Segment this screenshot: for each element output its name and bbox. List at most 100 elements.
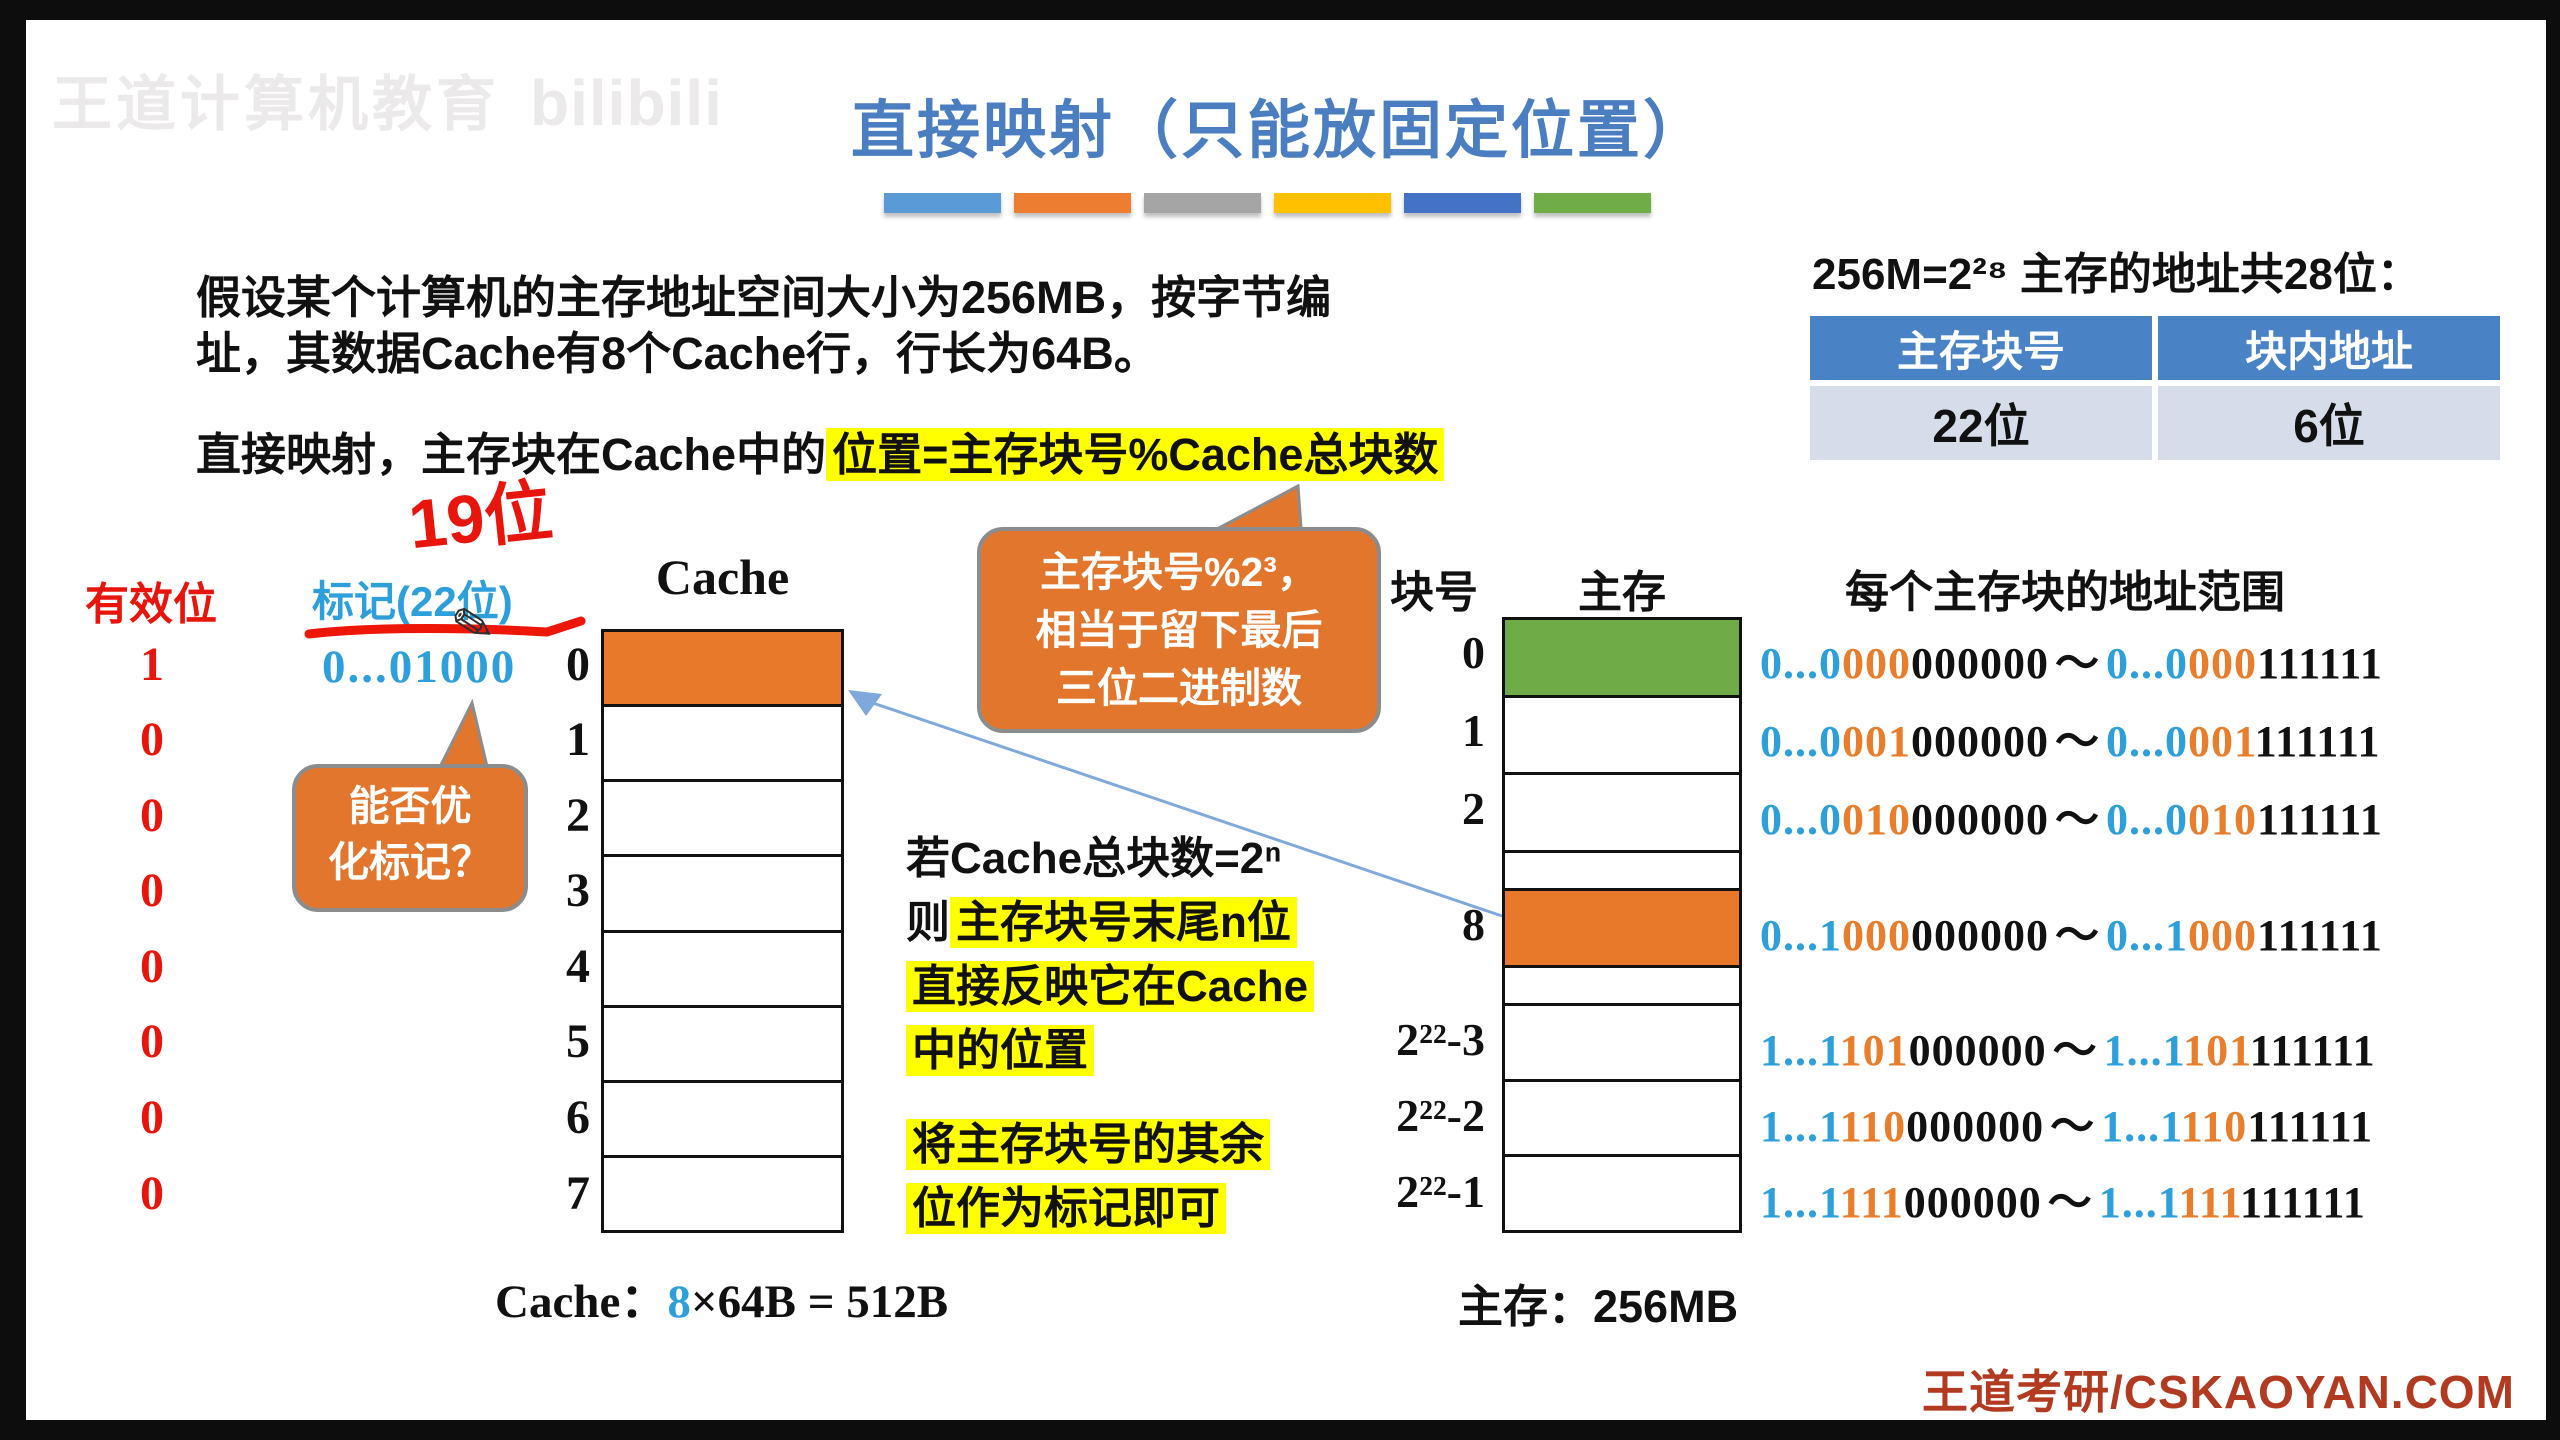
cache-row-label-1: 1	[566, 713, 590, 766]
problem-statement: 假设某个计算机的主存地址空间大小为256MB，按字节编 址，其数据Cache有8…	[196, 270, 1331, 382]
modulo-explain-bubble: 主存块号%2³， 相当于留下最后 三位二进制数	[977, 527, 1381, 733]
decor-bar-1	[1014, 193, 1131, 213]
watermark-brand: 王道计算机教育	[52, 71, 500, 138]
note-in-cache-hl: 中的位置	[906, 1025, 1094, 1076]
address-range-row-n1: 1...1111000000 ～ 1...1111111111	[1760, 1178, 2366, 1227]
block-id-n2: 2²²-2	[1396, 1090, 1485, 1141]
valid-bit-5: 0	[140, 1015, 164, 1068]
cache-row-7	[604, 1154, 841, 1230]
block-id-n1: 2²²-1	[1396, 1166, 1485, 1217]
handwritten-tag-bits-note: 19位	[405, 472, 556, 564]
decor-bar-4	[1404, 193, 1521, 213]
main-memory-table	[1502, 617, 1742, 1233]
valid-bit-4: 0	[140, 940, 164, 993]
table-value-offset-bits: 6位	[2158, 386, 2500, 460]
address-range-row-1: 0...0001000000 ～ 0...0001111111	[1760, 717, 2381, 766]
decor-bar-2	[1144, 193, 1261, 213]
brand-footer: 王道考研/CSKAOYAN.COM	[1922, 1366, 2515, 1418]
letterbox-left	[0, 0, 26, 1440]
cache-row-label-3: 3	[566, 864, 590, 917]
cache-size-caption: Cache：8×64B = 512B	[495, 1262, 948, 1331]
note-then: 则	[906, 898, 950, 947]
address-range-row-n2: 1...1110000000 ～ 1...1110111111	[1760, 1102, 2374, 1151]
mapping-rule-formula: 位置=主存块号%Cache总块数	[826, 428, 1445, 481]
page-title: 直接映射（只能放固定位置）	[851, 96, 1709, 166]
note-reflect-position: 直接反映它在Cache	[906, 950, 1315, 1014]
table-header-block-number: 主存块号	[1810, 316, 2152, 380]
note-as-tag: 位作为标记即可	[906, 1172, 1226, 1236]
cache-row-1	[604, 704, 841, 779]
mapping-rule-prefix: 直接映射，主存块在Cache中的	[196, 429, 827, 480]
address-range-row-2: 0...0010000000 ～ 0...0010111111	[1760, 795, 2383, 844]
letterbox-right	[2546, 0, 2560, 1440]
tag-value: 0...01000	[322, 641, 517, 693]
bubble1-line2: 化标记？	[328, 839, 492, 885]
memory-block-n1	[1505, 1154, 1739, 1230]
address-range-row-8: 0...1000000000 ～ 0...1000111111	[1760, 911, 2383, 960]
block-id-8: 8	[1462, 899, 1485, 950]
block-id-0: 0	[1462, 627, 1485, 678]
decor-bar-3	[1274, 193, 1391, 213]
valid-bit-3: 0	[140, 864, 164, 917]
note-tail-bits: 则主存块号末尾n位	[906, 886, 1297, 950]
note-as-tag-hl: 位作为标记即可	[906, 1183, 1226, 1234]
cache-row-label-2: 2	[566, 789, 590, 842]
cache-row-2	[604, 779, 841, 854]
block-id-n3: 2²²-3	[1396, 1014, 1485, 1065]
valid-bit-1: 0	[140, 713, 164, 766]
memory-block-n3	[1505, 1003, 1739, 1079]
note-remaining-bits: 将主存块号的其余	[906, 1108, 1270, 1172]
letterbox-bottom	[0, 1420, 2560, 1440]
memory-block-n2	[1505, 1078, 1739, 1155]
valid-bit-6: 0	[140, 1091, 164, 1144]
optimize-tag-bubble: 能否优 化标记？	[292, 764, 528, 912]
bilibili-logo: bilibili	[530, 67, 723, 139]
block-number-column-label: 块号	[1390, 568, 1478, 617]
memory-block-1	[1505, 694, 1739, 773]
block-id-2: 2	[1462, 783, 1485, 834]
decor-bar-0	[884, 193, 1001, 213]
cache-row-4	[604, 929, 841, 1005]
bubble1-line1: 能否优	[348, 783, 472, 829]
problem-line-1: 假设某个计算机的主存地址空间大小为256MB，按字节编	[196, 272, 1332, 323]
cache-line-count: 8	[667, 1276, 691, 1328]
address-range-column-label: 每个主存块的地址范围	[1845, 568, 2285, 617]
bubble2-line2: 相当于留下最后	[1035, 607, 1323, 653]
cache-table-title: Cache	[655, 549, 790, 605]
valid-bit-column-label: 有效位	[85, 580, 217, 629]
address-structure-table: 主存块号 块内地址 22位 6位	[1810, 316, 2500, 460]
valid-bit-7: 0	[140, 1167, 164, 1220]
cache-row-label-0: 0	[566, 638, 590, 691]
memory-block-2	[1505, 772, 1739, 850]
memory-block-8-mapped	[1505, 887, 1739, 966]
cache-row-6	[604, 1079, 841, 1155]
memory-block-0-mapped	[1505, 620, 1739, 695]
memory-size-caption: 主存：256MB	[1458, 1281, 1739, 1332]
note-reflect-position-hl: 直接反映它在Cache	[906, 961, 1315, 1012]
problem-line-2: 址，其数据Cache有8个Cache行，行长为64B。	[196, 328, 1159, 379]
cache-row-5	[604, 1004, 841, 1080]
cache-row-label-6: 6	[566, 1091, 590, 1144]
bubble2-line1: 主存块号%2³，	[1040, 549, 1318, 595]
table-value-block-number-bits: 22位	[1810, 386, 2152, 460]
decor-bar-5	[1534, 193, 1651, 213]
note-in-cache: 中的位置	[906, 1014, 1094, 1078]
mapping-rule: 直接映射，主存块在Cache中的 位置=主存块号%Cache总块数	[196, 418, 1445, 483]
memory-gap-row-1	[1505, 849, 1739, 888]
tag-column-label: 标记(22位)	[312, 578, 513, 625]
address-width-heading: 256M=2²⁸ 主存的地址共28位：	[1812, 250, 2421, 299]
valid-bit-2: 0	[140, 789, 164, 842]
note-remaining-bits-hl: 将主存块号的其余	[906, 1119, 1270, 1170]
address-range-row-0: 0...0000000000 ～ 0...0000111111	[1760, 639, 2383, 688]
memory-table-title: 主存	[1578, 568, 1666, 617]
valid-bit-0: 1	[140, 638, 164, 691]
letterbox-top	[0, 0, 2560, 20]
note-tail-bits-hl: 主存块号末尾n位	[950, 897, 1297, 948]
cache-row-label-5: 5	[566, 1015, 590, 1068]
cache-caption-rest: ×64B = 512B	[690, 1276, 949, 1328]
cache-row-label-4: 4	[566, 940, 590, 993]
note-cache-blocks-power: 若Cache总块数=2ⁿ	[906, 834, 1282, 883]
watermark: 王道计算机教育 bilibili	[52, 56, 723, 143]
cache-table	[601, 629, 844, 1233]
